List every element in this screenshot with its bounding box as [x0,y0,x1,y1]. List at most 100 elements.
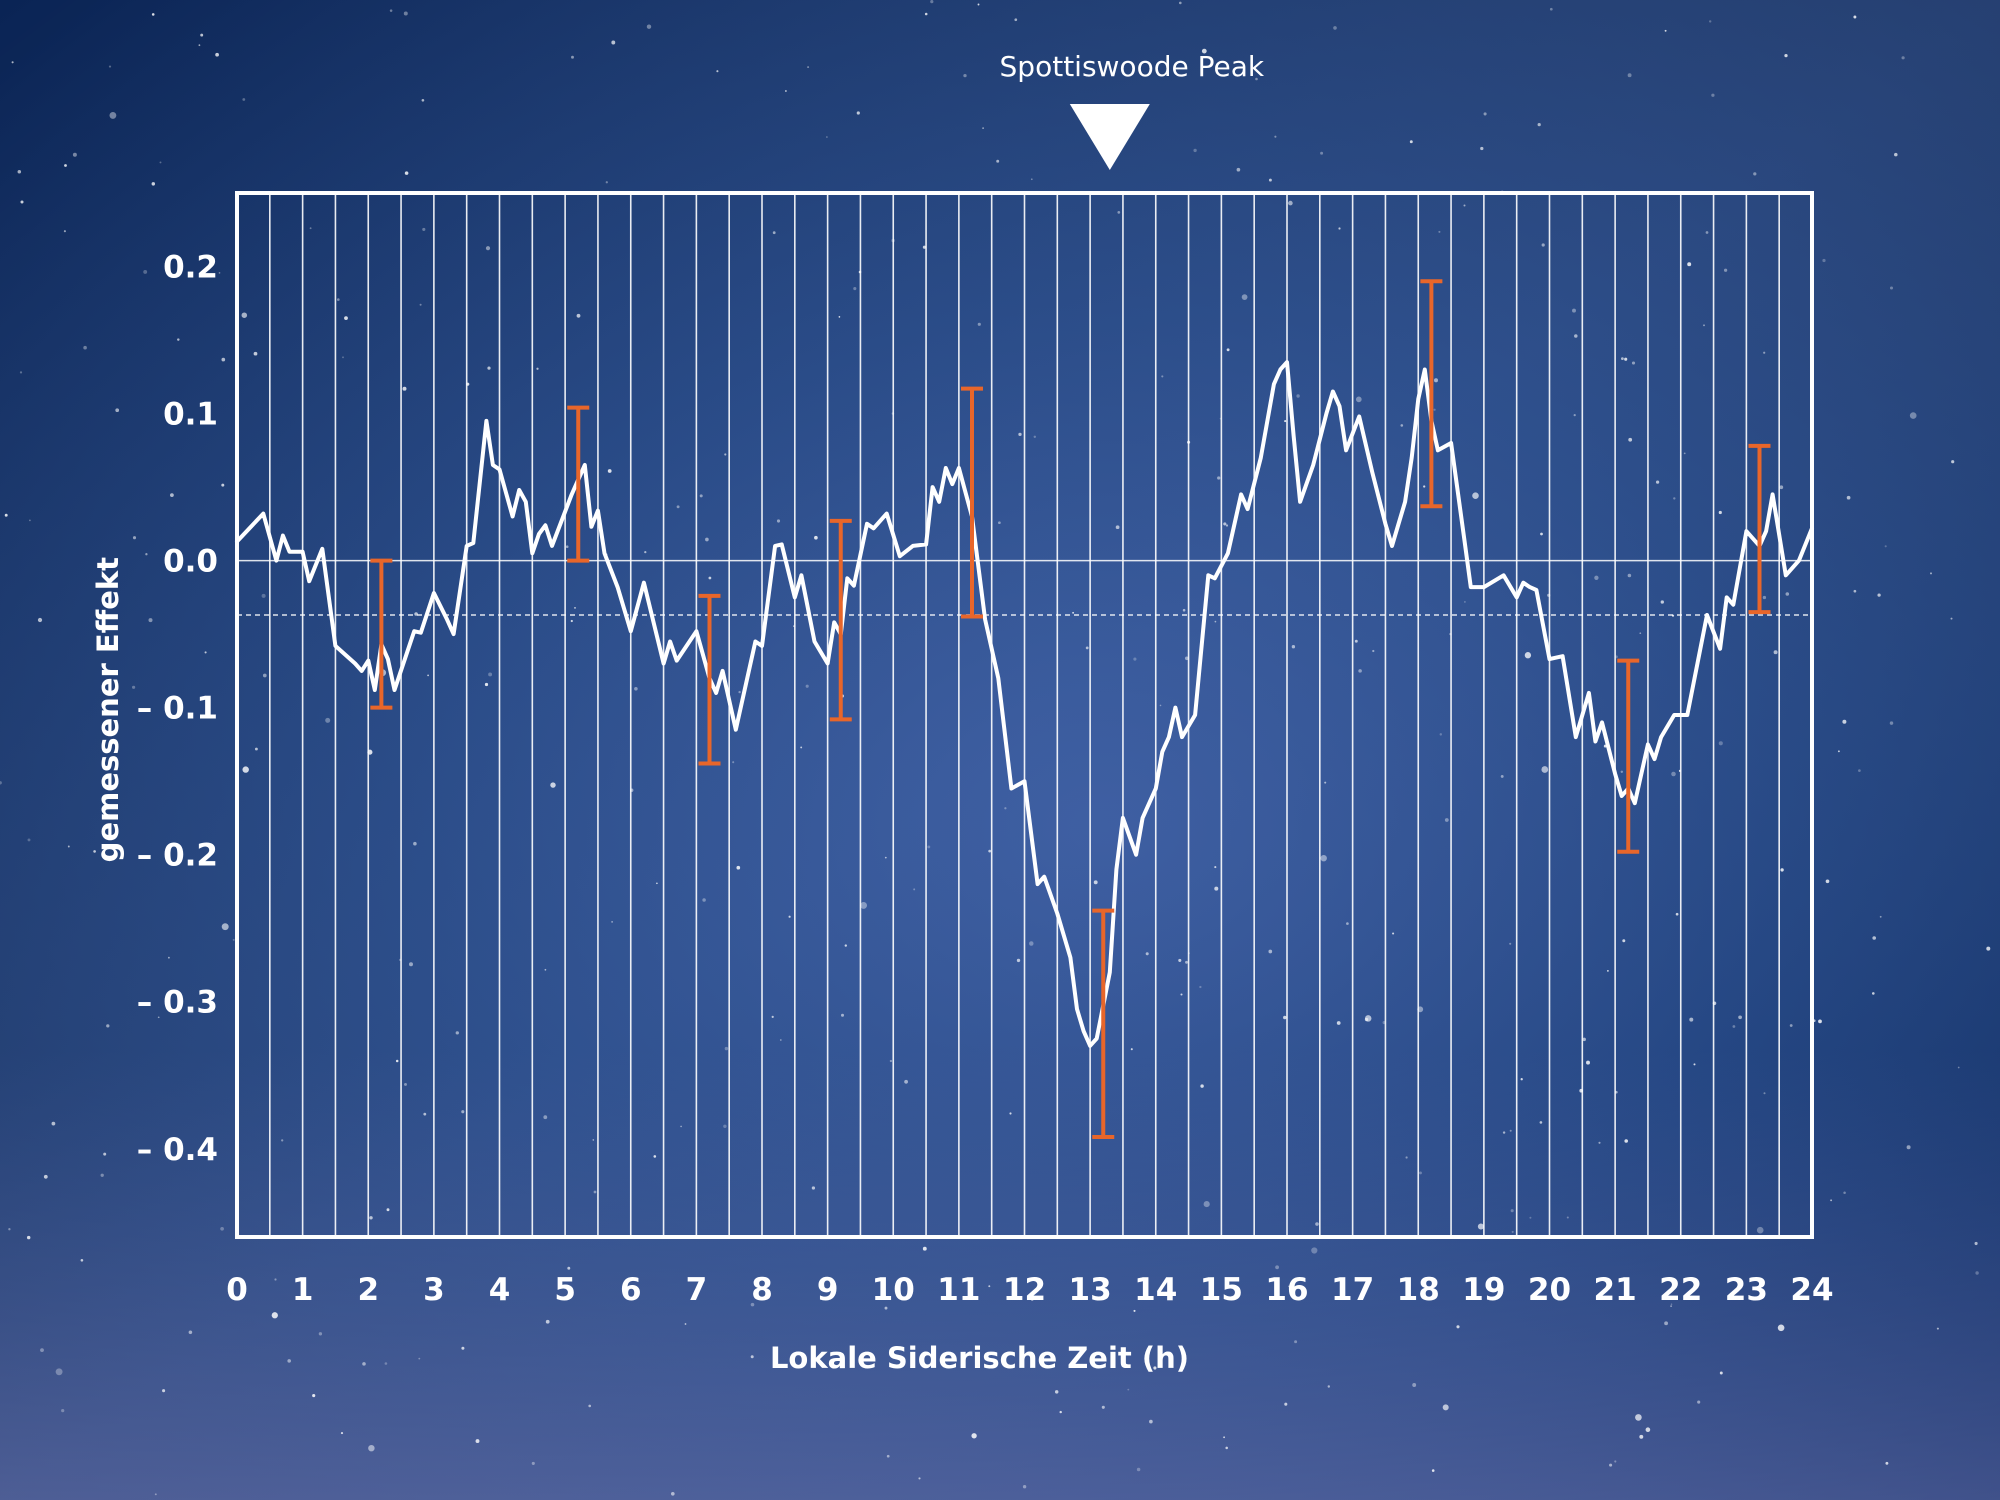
star [309,227,312,230]
star [680,1125,682,1128]
star [977,3,980,6]
star [1004,807,1007,810]
star [1236,167,1241,172]
star [1594,575,1599,580]
star [1785,592,1790,596]
star [318,1332,323,1336]
star [1117,211,1121,214]
star [1225,1446,1228,1450]
star [1624,357,1628,361]
star [1986,946,1991,951]
x-tick-label: 24 [1790,1272,1833,1308]
y-tick-label: – 0.2 [137,838,218,874]
star [1372,649,1375,653]
star [27,838,31,842]
x-tick-label: 10 [872,1272,915,1308]
star [699,494,703,498]
star [1930,572,1932,575]
star [785,90,787,92]
star [80,1258,84,1262]
star [1683,452,1686,455]
star [1673,497,1676,500]
star [860,901,868,909]
star [1133,1309,1136,1312]
x-tick-label: 11 [937,1272,980,1308]
star [1894,152,1898,157]
star [646,24,652,29]
star [884,856,887,859]
star [1225,524,1229,527]
star [1950,617,1953,620]
star [1675,912,1679,916]
star [1502,1131,1506,1134]
star [592,1139,595,1141]
star [1951,460,1955,464]
star [1762,595,1767,600]
star [271,1312,278,1319]
star [1524,652,1532,659]
star [1509,942,1512,945]
star [776,519,781,523]
star [274,1278,277,1281]
star [1537,122,1541,127]
star [221,923,229,931]
star [1161,375,1164,378]
star [1574,334,1578,338]
star [461,1110,465,1114]
star [362,1362,366,1366]
star [1059,1410,1062,1414]
star [1145,952,1149,956]
star [1127,1388,1130,1391]
star [611,921,613,923]
star [723,1124,727,1129]
star [1779,485,1784,490]
star [1697,1400,1701,1404]
star [1631,361,1636,365]
star [1830,1199,1833,1202]
star [1655,480,1660,484]
star [1572,308,1576,313]
star [177,338,180,341]
star [588,1404,592,1408]
x-tick-label: 12 [1003,1272,1046,1308]
star [1598,1141,1601,1144]
x-tick-label: 0 [226,1272,248,1308]
x-tick-label: 6 [620,1272,642,1308]
star [1431,1469,1435,1472]
star [37,617,43,623]
star [1789,1024,1793,1027]
star [1291,645,1296,649]
star [1101,1405,1105,1409]
star [1520,1078,1523,1081]
star [368,1444,375,1452]
star [1541,766,1549,773]
star [55,1368,63,1376]
star [1409,140,1413,144]
star [1480,146,1484,151]
star [1620,770,1624,774]
star [1483,112,1487,116]
star [988,849,992,853]
star [977,322,981,326]
star [1670,1303,1673,1305]
star [484,682,489,687]
star [1763,351,1766,354]
star [1193,148,1197,153]
star [724,1046,729,1051]
star [1753,172,1757,176]
star [1777,1324,1785,1332]
star [1529,1216,1532,1219]
star [409,962,413,967]
star [1901,56,1905,60]
star [1223,1436,1225,1439]
star [1456,1325,1460,1329]
spottiswoode-peak-marker: Spottiswoode Peak [1000,50,1265,170]
star [1687,262,1692,267]
star [105,713,108,716]
star [143,269,148,274]
star [1214,620,1217,623]
star [281,1139,284,1142]
star [1635,1414,1642,1421]
